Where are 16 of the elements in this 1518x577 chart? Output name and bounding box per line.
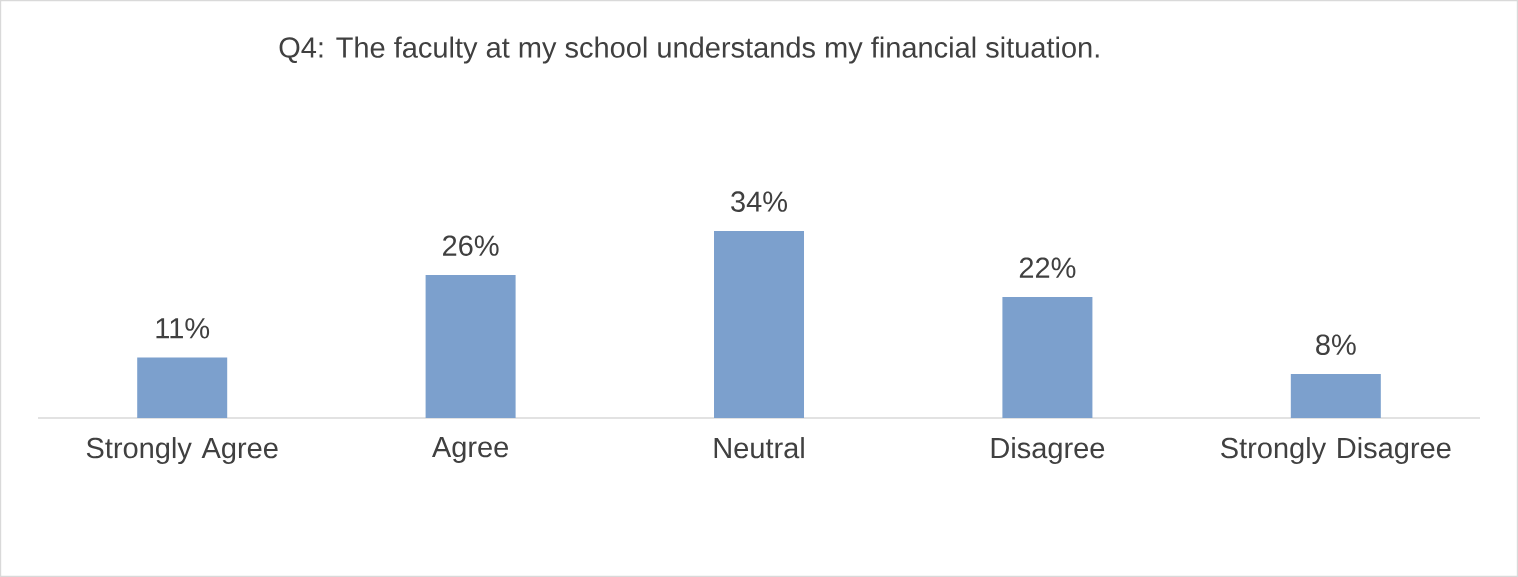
- bar: [714, 230, 805, 418]
- data-label: 26%: [443, 235, 499, 256]
- bar: [1002, 296, 1093, 418]
- x-tick-label: Agree: [431, 437, 508, 464]
- x-tick-label: Strongly Agree: [86, 437, 278, 465]
- bar: [1290, 373, 1381, 418]
- x-tick-label: Strongly Disagree: [1221, 437, 1451, 465]
- data-label: 11%: [156, 318, 210, 339]
- bar: [425, 274, 516, 418]
- data-label: 34%: [731, 191, 787, 212]
- bar: [137, 357, 228, 418]
- chart-title: Q4: The faculty at my school understands my financial situation.: [279, 36, 1099, 64]
- x-tick-label: Neutral: [714, 437, 804, 459]
- data-label: 22%: [1019, 257, 1076, 278]
- x-tick-label: Disagree: [991, 437, 1105, 465]
- data-label: 8%: [1316, 334, 1356, 355]
